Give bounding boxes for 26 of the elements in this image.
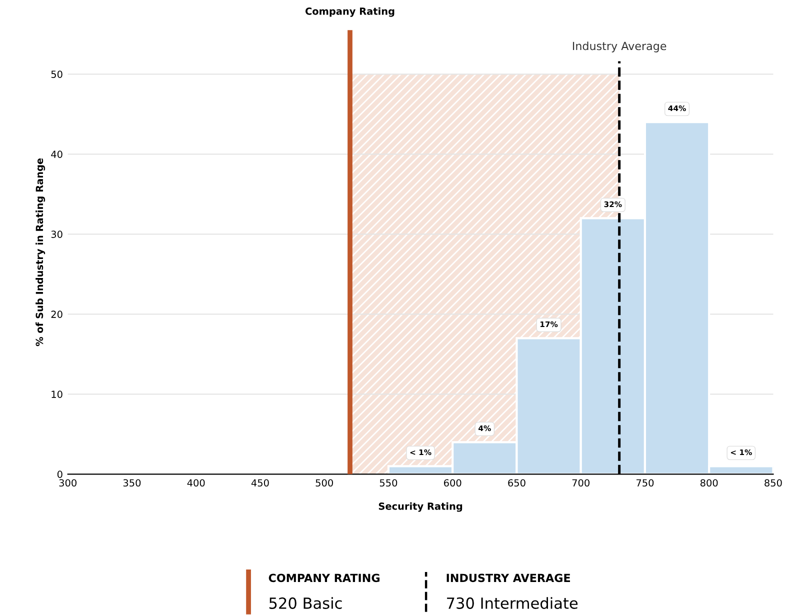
y-tick-label: 30 xyxy=(51,230,62,238)
x-tick-label: 450 xyxy=(251,479,269,487)
text: COMPANY RATING xyxy=(268,574,380,582)
y-tick-label: 40 xyxy=(51,150,62,158)
ref-line-label: Company Rating xyxy=(305,7,394,17)
text: 730 Intermediate xyxy=(447,597,578,609)
y-tick-label: 10 xyxy=(52,390,62,398)
x-axis-title: Security Rating xyxy=(378,502,462,512)
y-tick-label: 0 xyxy=(57,470,62,478)
x-tick-label: 700 xyxy=(572,479,590,487)
x-tick-label: 400 xyxy=(187,479,205,487)
x-tick-label: 300 xyxy=(59,479,76,487)
x-tick-label: 650 xyxy=(508,479,526,487)
x-tick-label: 800 xyxy=(700,479,718,487)
y-tick-label: 20 xyxy=(51,310,62,318)
x-tick-label: 750 xyxy=(636,479,654,487)
text: INDUSTRY AVERAGE xyxy=(446,574,570,582)
y-axis-title: % of Sub Industry in Rating Range xyxy=(36,158,46,346)
x-tick-label: 600 xyxy=(444,479,462,487)
x-tick-label: 550 xyxy=(380,479,398,487)
x-tick-label: 350 xyxy=(123,479,141,487)
x-tick-label: 500 xyxy=(316,479,333,487)
text: 520 Basic xyxy=(269,597,342,609)
x-tick-label: 850 xyxy=(764,479,782,487)
ref-line-label: Industry Average xyxy=(572,42,666,52)
y-tick-label: 50 xyxy=(51,70,62,78)
